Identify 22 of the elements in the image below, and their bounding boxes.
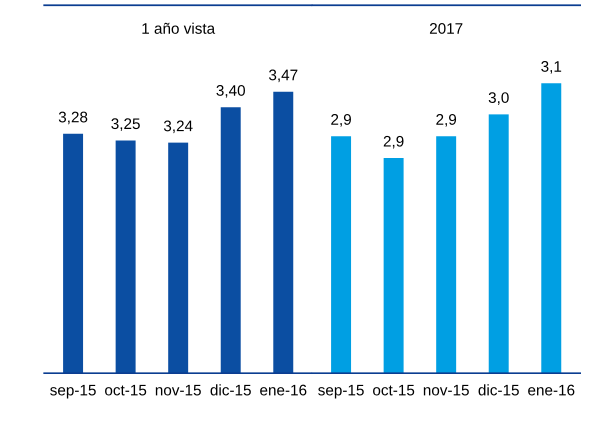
x-tick-label: oct-15 [105,384,146,396]
x-tick-label: nov-15 [424,384,469,396]
data-label: 3,1 [541,61,562,74]
x-tick-label: oct-15 [373,384,414,396]
data-label: 3,0 [488,92,509,105]
x-tick-label: sep-15 [50,384,96,399]
data-label: 3,25 [111,118,140,131]
x-tick-label: nov-15 [156,384,201,396]
data-label: 2,9 [436,114,456,127]
data-label: 3,47 [268,70,298,82]
x-tick-label: dic-15 [478,384,519,396]
text: 1 año vista [142,22,216,34]
x-tick-label: dic-15 [210,384,251,396]
data-label: 2,9 [384,136,404,148]
data-label: 3,24 [164,120,193,134]
x-tick-label: ene-16 [260,384,306,396]
data-label: 3,28 [58,112,88,124]
x-tick-label: ene-16 [528,384,574,396]
text: 2017 [430,23,462,34]
x-tick-label: sep-15 [318,384,364,399]
data-label: 3,40 [216,85,245,98]
data-label: 2,9 [331,114,351,127]
